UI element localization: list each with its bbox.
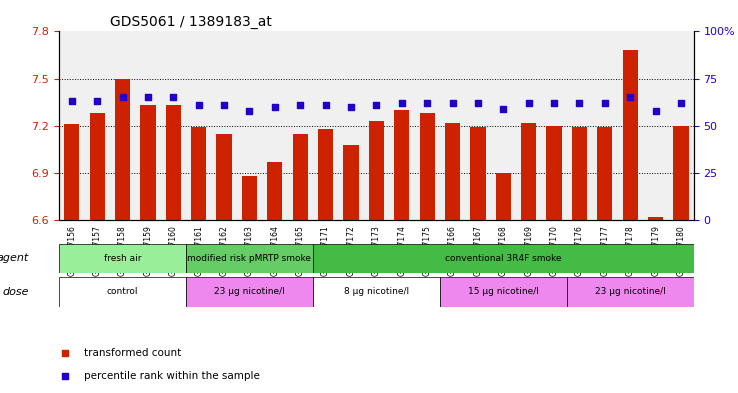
Bar — [318, 129, 334, 220]
Point — [599, 100, 611, 106]
Point — [624, 94, 636, 101]
Point — [370, 102, 382, 108]
Bar — [419, 113, 435, 220]
Bar — [64, 124, 80, 220]
Point — [649, 108, 661, 114]
Point — [92, 98, 103, 105]
Bar — [445, 123, 461, 220]
Bar — [343, 145, 359, 220]
Text: GDS5061 / 1389183_at: GDS5061 / 1389183_at — [110, 15, 272, 29]
FancyBboxPatch shape — [313, 244, 694, 273]
Text: 23 μg nicotine/l: 23 μg nicotine/l — [214, 287, 285, 296]
Point — [244, 108, 255, 114]
Bar — [597, 127, 613, 220]
Text: 8 μg nicotine/l: 8 μg nicotine/l — [344, 287, 409, 296]
Bar — [292, 134, 308, 220]
Point — [573, 100, 585, 106]
Bar — [165, 105, 181, 220]
Bar — [572, 127, 587, 220]
Bar — [140, 105, 156, 220]
Point — [66, 98, 77, 105]
Bar — [267, 162, 283, 220]
Point — [548, 100, 560, 106]
Point — [428, 244, 440, 251]
Bar — [673, 126, 689, 220]
Point — [269, 104, 280, 110]
Text: transformed count: transformed count — [84, 348, 182, 358]
Text: conventional 3R4F smoke: conventional 3R4F smoke — [445, 254, 562, 263]
Point — [142, 94, 154, 101]
Point — [446, 100, 458, 106]
Text: control: control — [107, 287, 138, 296]
Point — [294, 102, 306, 108]
Text: 23 μg nicotine/l: 23 μg nicotine/l — [595, 287, 666, 296]
FancyBboxPatch shape — [59, 277, 186, 307]
FancyBboxPatch shape — [440, 277, 567, 307]
Text: agent: agent — [0, 253, 29, 263]
Point — [168, 94, 179, 101]
Text: fresh air: fresh air — [104, 254, 141, 263]
Bar — [191, 127, 207, 220]
Bar — [242, 176, 257, 220]
FancyBboxPatch shape — [313, 277, 440, 307]
Point — [472, 100, 484, 106]
Point — [320, 102, 331, 108]
Bar — [115, 79, 130, 220]
Point — [345, 104, 357, 110]
Text: dose: dose — [2, 287, 29, 297]
Bar — [394, 110, 410, 220]
Bar — [546, 126, 562, 220]
Bar — [470, 127, 486, 220]
FancyBboxPatch shape — [59, 244, 186, 273]
Bar — [623, 50, 638, 220]
Point — [421, 100, 433, 106]
Bar — [521, 123, 537, 220]
Point — [117, 94, 128, 101]
Text: modified risk pMRTP smoke: modified risk pMRTP smoke — [187, 254, 311, 263]
Point — [428, 35, 440, 42]
Point — [218, 102, 230, 108]
FancyBboxPatch shape — [186, 244, 313, 273]
FancyBboxPatch shape — [186, 277, 313, 307]
Text: 15 μg nicotine/l: 15 μg nicotine/l — [468, 287, 539, 296]
Point — [675, 100, 687, 106]
Bar — [648, 217, 663, 220]
Point — [396, 100, 407, 106]
Point — [193, 102, 204, 108]
Bar — [369, 121, 384, 220]
Text: percentile rank within the sample: percentile rank within the sample — [84, 371, 261, 381]
Bar — [89, 113, 105, 220]
FancyBboxPatch shape — [567, 277, 694, 307]
Point — [497, 106, 509, 112]
Bar — [216, 134, 232, 220]
Bar — [496, 173, 511, 220]
Point — [523, 100, 534, 106]
